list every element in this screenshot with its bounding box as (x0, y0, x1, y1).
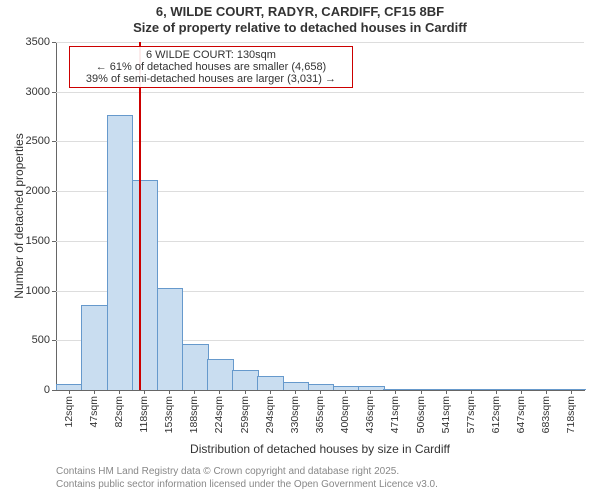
x-tick-mark (546, 390, 547, 394)
footer-line-2: Contains public sector information licen… (56, 479, 438, 492)
x-tick-mark (395, 390, 396, 394)
bar (257, 376, 284, 390)
x-tick-label: 188sqm (188, 396, 200, 433)
x-tick-label: 577sqm (465, 396, 477, 433)
bar (559, 389, 586, 390)
bar (81, 305, 108, 391)
x-tick-mark (345, 390, 346, 394)
y-tick-label: 1500 (26, 235, 56, 247)
bar (207, 359, 234, 390)
x-tick-label: 506sqm (415, 396, 427, 433)
x-tick-label: 365sqm (314, 396, 326, 433)
bar (534, 389, 561, 390)
x-tick-mark (421, 390, 422, 394)
x-tick-mark (69, 390, 70, 394)
footer-attribution: Contains HM Land Registry data © Crown c… (56, 466, 438, 491)
chart-titles: 6, WILDE COURT, RADYR, CARDIFF, CF15 8BF… (0, 0, 600, 37)
x-tick-label: 541sqm (440, 396, 452, 433)
x-tick-mark (144, 390, 145, 394)
annotation-line-3: 39% of semi-detached houses are larger (… (76, 73, 346, 85)
x-tick-mark (295, 390, 296, 394)
x-tick-label: 12sqm (63, 396, 75, 428)
x-tick-label: 436sqm (364, 396, 376, 433)
bar (408, 389, 435, 390)
x-tick-mark (320, 390, 321, 394)
bar (484, 389, 511, 390)
x-tick-mark (471, 390, 472, 394)
bar (509, 389, 536, 390)
x-tick-mark (245, 390, 246, 394)
title-line-2: Size of property relative to detached ho… (0, 20, 600, 36)
x-tick-mark (169, 390, 170, 394)
annotation-box: 6 WILDE COURT: 130sqm← 61% of detached h… (69, 46, 353, 88)
bar (56, 384, 83, 390)
y-tick-label: 500 (32, 334, 56, 346)
bar (107, 115, 134, 390)
x-tick-label: 471sqm (389, 396, 401, 433)
x-tick-mark (370, 390, 371, 394)
chart-container: { "titles": { "line1": "6, WILDE COURT, … (0, 0, 600, 500)
bar (308, 384, 335, 390)
plot-area: 050010001500200025003000350012sqm47sqm82… (56, 42, 584, 390)
bar (157, 288, 184, 390)
x-tick-mark (521, 390, 522, 394)
x-tick-mark (194, 390, 195, 394)
x-tick-label: 224sqm (213, 396, 225, 433)
x-tick-mark (119, 390, 120, 394)
bar (132, 180, 159, 390)
x-tick-label: 718sqm (565, 396, 577, 433)
bar (358, 386, 385, 390)
x-axis-label: Distribution of detached houses by size … (56, 442, 584, 456)
footer-line-1: Contains HM Land Registry data © Crown c… (56, 466, 438, 479)
bar (459, 389, 486, 390)
x-tick-mark (219, 390, 220, 394)
x-tick-mark (496, 390, 497, 394)
annotation-line-1: 6 WILDE COURT: 130sqm (76, 49, 346, 61)
y-axis-label: Number of detached properties (12, 133, 26, 298)
grid-line (56, 141, 584, 142)
x-tick-mark (94, 390, 95, 394)
x-tick-mark (446, 390, 447, 394)
x-tick-mark (571, 390, 572, 394)
x-tick-label: 47sqm (88, 396, 100, 428)
x-tick-label: 294sqm (264, 396, 276, 433)
y-tick-label: 2500 (26, 135, 56, 147)
x-tick-label: 82sqm (113, 396, 125, 428)
x-tick-label: 647sqm (515, 396, 527, 433)
bar (232, 370, 259, 390)
grid-line (56, 92, 584, 93)
x-tick-label: 259sqm (239, 396, 251, 433)
x-tick-label: 153sqm (163, 396, 175, 433)
x-tick-mark (270, 390, 271, 394)
y-tick-label: 0 (44, 384, 56, 396)
x-tick-label: 400sqm (339, 396, 351, 433)
x-tick-label: 118sqm (138, 396, 150, 433)
reference-line (139, 42, 141, 390)
x-tick-label: 330sqm (289, 396, 301, 433)
bar (383, 389, 410, 390)
title-line-1: 6, WILDE COURT, RADYR, CARDIFF, CF15 8BF (0, 4, 600, 20)
x-tick-label: 612sqm (490, 396, 502, 433)
bar (433, 389, 460, 390)
y-tick-label: 2000 (26, 185, 56, 197)
y-tick-label: 3500 (26, 36, 56, 48)
bar (333, 386, 360, 390)
bar (182, 344, 209, 390)
x-tick-label: 683sqm (540, 396, 552, 433)
grid-line (56, 42, 584, 43)
annotation-line-2: ← 61% of detached houses are smaller (4,… (76, 61, 346, 73)
y-tick-label: 1000 (26, 285, 56, 297)
y-tick-label: 3000 (26, 86, 56, 98)
bar (283, 382, 310, 390)
x-tick-area: 12sqm 47sqm 82sqm 118sqm 153sqm 188sqm 224sqm 2… (56, 390, 584, 450)
